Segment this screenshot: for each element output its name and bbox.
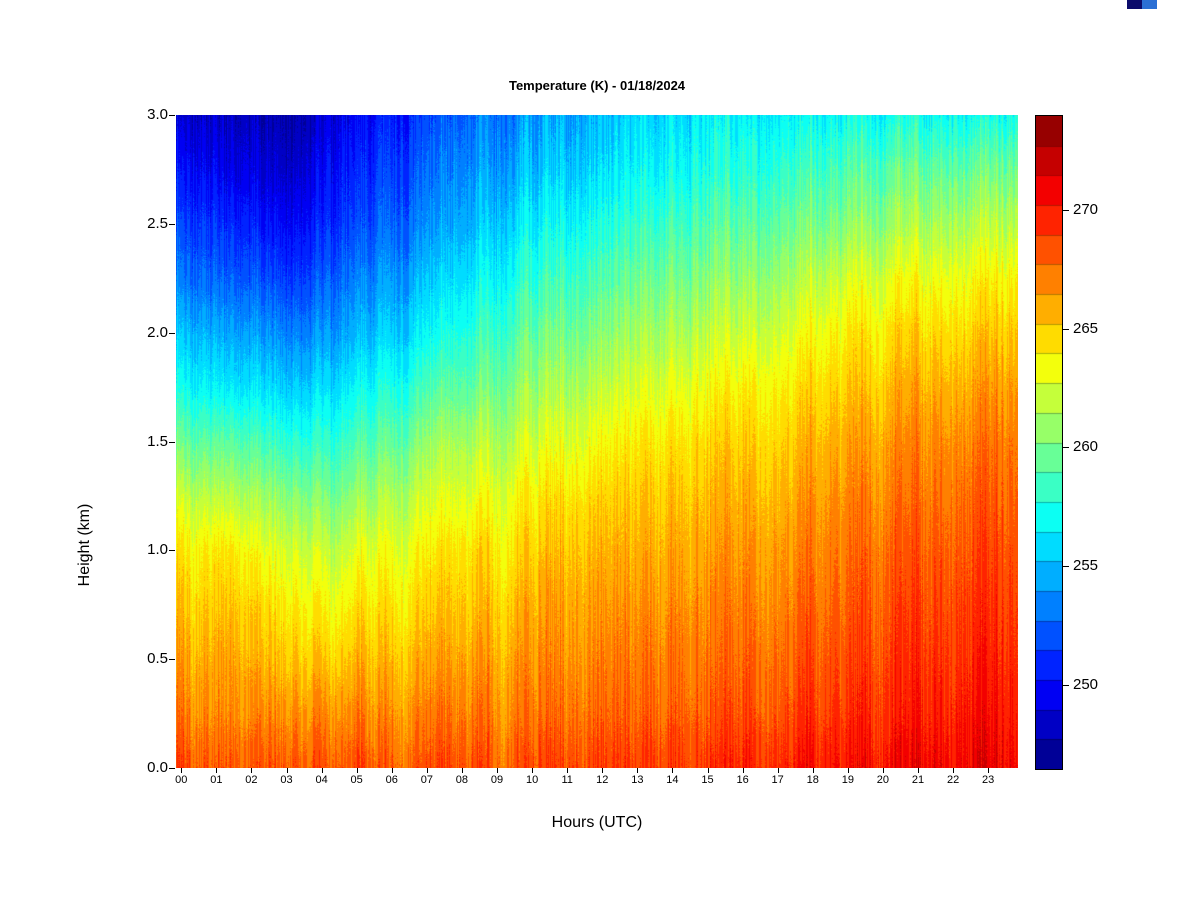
x-tick-mark [883,768,884,773]
colorbar-tick-label: 255 [1073,557,1099,575]
x-tick-mark [322,768,323,773]
colorbar-tick-label: 260 [1073,438,1099,456]
x-tick-mark [848,768,849,773]
y-tick-mark [169,768,175,769]
colorbar-tick-mark [1063,566,1069,567]
x-tick-mark [778,768,779,773]
x-tick-mark [392,768,393,773]
x-tick-mark [532,768,533,773]
x-tick-mark [427,768,428,773]
colorbar-tick-label: 270 [1073,200,1099,218]
x-tick-label: 14 [666,774,679,786]
x-tick-mark [181,768,182,773]
x-axis-title: Hours (UTC) [551,814,643,831]
colorbar-canvas [1035,115,1063,770]
x-tick-label: 21 [911,774,925,786]
y-tick-mark [169,659,175,660]
y-tick-label: 2.0 [147,323,168,341]
x-tick-mark [357,768,358,773]
colorbar-tick-mark [1063,685,1069,686]
x-tick-label: 16 [736,774,749,786]
x-tick-label: 09 [490,774,504,786]
y-tick-label: 1.0 [147,541,168,559]
corner-artifact-blue-icon [1142,0,1157,9]
corner-artifact-dark-icon [1127,0,1142,9]
x-tick-label: 22 [946,774,960,786]
x-tick-mark [813,768,814,773]
x-tick-label: 03 [280,774,293,786]
x-tick-mark [743,768,744,773]
x-tick-label: 01 [210,774,223,786]
x-tick-mark [251,768,252,773]
x-tick-label: 11 [561,774,573,786]
x-tick-label: 08 [455,774,469,786]
heatmap-canvas [176,115,1018,768]
y-tick-label: 2.5 [147,214,168,232]
x-tick-label: 10 [525,774,539,786]
x-tick-label: 18 [806,774,819,786]
x-tick-mark [602,768,603,773]
colorbar-tick-mark [1063,447,1069,448]
x-tick-mark [497,768,498,773]
x-tick-mark [567,768,568,773]
y-tick-mark [169,442,175,443]
y-tick-label: 1.5 [147,432,168,450]
y-tick-mark [169,224,175,225]
x-tick-label: 06 [385,774,398,786]
x-tick-label: 04 [315,774,328,786]
x-tick-mark [287,768,288,773]
x-tick-label: 23 [982,774,995,786]
x-tick-label: 19 [841,774,854,786]
x-tick-mark [918,768,919,773]
y-tick-mark [169,333,175,334]
colorbar-tick-label: 265 [1073,319,1099,337]
x-tick-mark [462,768,463,773]
x-tick-label: 17 [771,774,784,786]
x-tick-mark [672,768,673,773]
x-tick-label: 05 [350,774,363,786]
y-tick-mark [169,550,175,551]
y-tick-mark [169,115,175,116]
y-axis-title: Height (km) [76,503,93,587]
x-tick-label: 20 [876,774,890,786]
colorbar-tick-label: 250 [1073,675,1099,693]
x-tick-mark [708,768,709,773]
colorbar-tick-mark [1063,210,1069,211]
x-tick-label: 00 [175,774,188,786]
x-tick-label: 07 [420,774,433,786]
x-tick-mark [637,768,638,773]
y-tick-label: 0.0 [147,759,168,776]
corner-artifact [1127,0,1157,9]
x-tick-label: 12 [596,774,609,786]
chart-title: Temperature (K) - 01/18/2024 [508,78,686,93]
x-tick-mark [953,768,954,773]
y-tick-label: 0.5 [147,650,168,668]
x-tick-label: 15 [701,774,714,786]
x-tick-mark [216,768,217,773]
x-tick-label: 13 [631,774,644,786]
y-tick-label: 3.0 [147,106,168,123]
colorbar-tick-mark [1063,329,1069,330]
x-tick-mark [988,768,989,773]
x-tick-label: 02 [245,774,258,786]
